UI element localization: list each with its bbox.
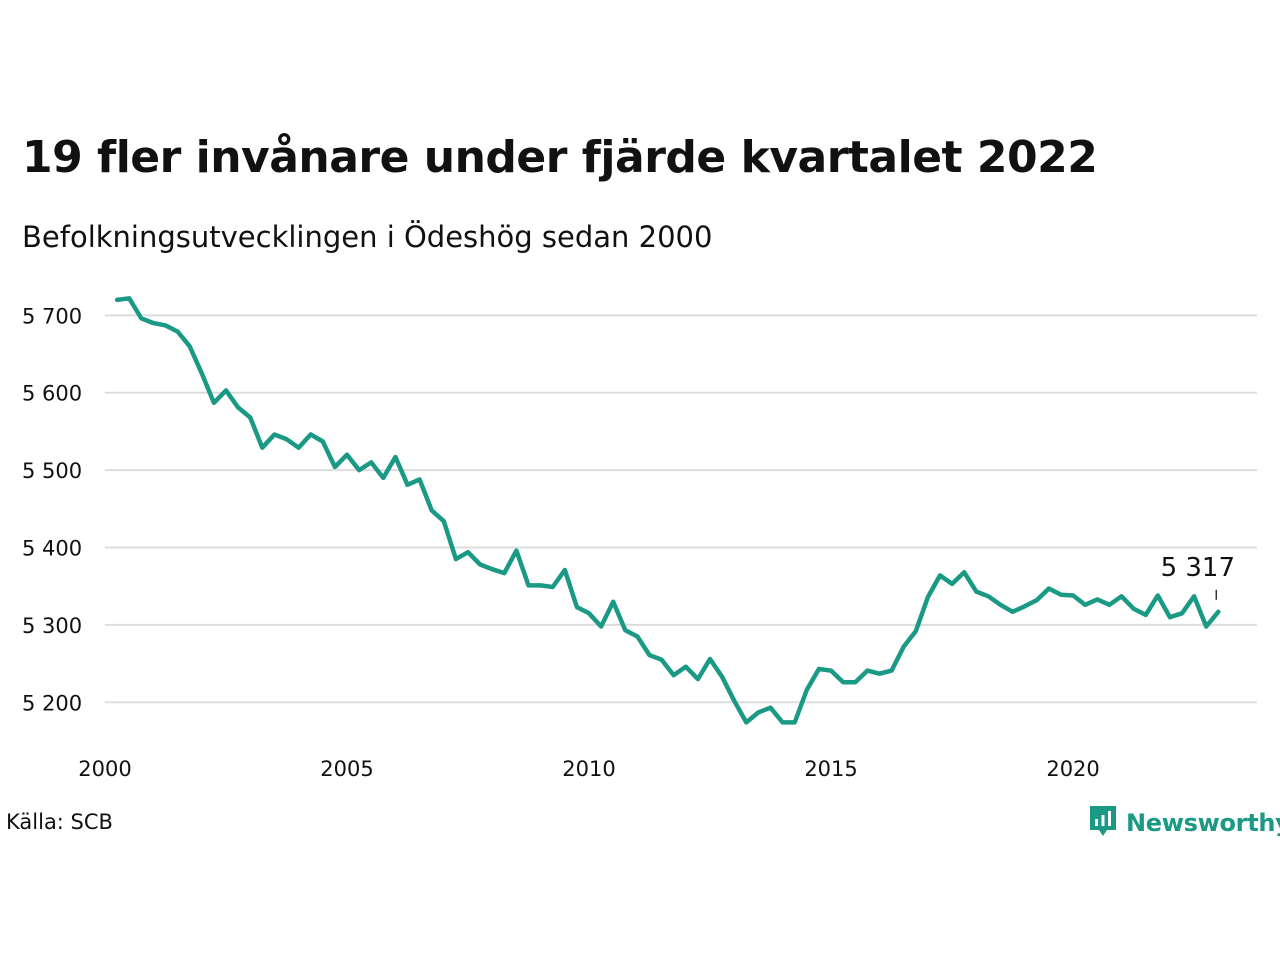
y-tick-label: 5 400 bbox=[22, 537, 82, 561]
chart-title: 19 fler invånare under fjärde kvartalet … bbox=[22, 132, 1098, 183]
brand-logo[interactable]: Newsworthy bbox=[1088, 804, 1280, 842]
series-line bbox=[114, 296, 1221, 725]
x-tick-label: 2015 bbox=[804, 757, 857, 781]
y-tick-label: 5 600 bbox=[22, 382, 82, 406]
x-tick-label: 2010 bbox=[562, 757, 615, 781]
x-tick-label: 2020 bbox=[1046, 757, 1099, 781]
series-layer bbox=[114, 296, 1221, 725]
x-tick-label: 2005 bbox=[320, 757, 373, 781]
y-tick-label: 5 500 bbox=[22, 459, 82, 483]
brand-name: Newsworthy bbox=[1126, 809, 1280, 837]
y-axis-ticks: 5 200 5 300 5 400 5 500 5 600 5 700 bbox=[22, 304, 82, 715]
y-tick-label: 5 700 bbox=[22, 304, 82, 328]
annotations: 5 317 bbox=[1161, 553, 1235, 600]
newsworthy-icon bbox=[1088, 804, 1118, 842]
gridlines bbox=[105, 314, 1257, 704]
chart-subtitle: Befolkningsutvecklingen i Ödeshög sedan … bbox=[22, 220, 713, 254]
y-tick-label: 5 300 bbox=[22, 614, 82, 638]
y-tick-label: 5 200 bbox=[22, 691, 82, 715]
x-axis-ticks: 2000 2005 2010 2015 2020 bbox=[78, 757, 1100, 781]
end-value-label: 5 317 bbox=[1161, 553, 1235, 583]
source-label: Källa: SCB bbox=[6, 810, 113, 834]
x-tick-label: 2000 bbox=[78, 757, 131, 781]
